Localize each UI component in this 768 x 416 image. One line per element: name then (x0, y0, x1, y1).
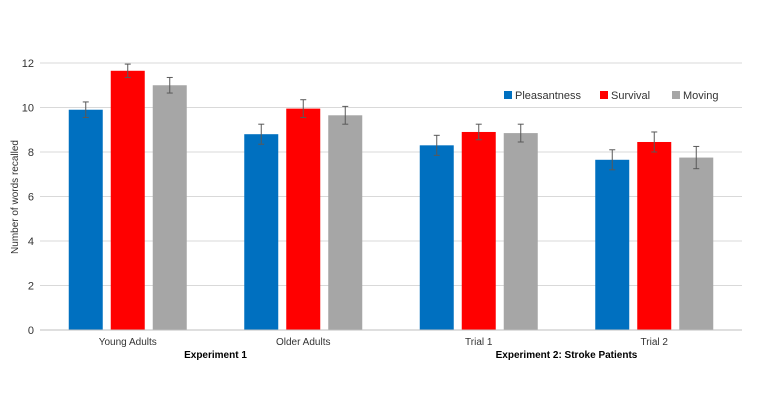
category-labels: Young Adults Older Adults Trial 1 Trial 2 (99, 337, 669, 348)
bar-moving (152, 85, 187, 330)
y-tick-label: 12 (22, 58, 34, 70)
legend-swatch-moving (672, 91, 680, 99)
bar-survival (110, 70, 145, 330)
bar-moving (328, 115, 363, 330)
category-label: Older Adults (276, 337, 330, 348)
category-label: Trial 1 (465, 337, 493, 348)
legend: Pleasantness Survival Moving (504, 90, 718, 102)
group-labels: Experiment 1 Experiment 2: Stroke Patient… (184, 350, 638, 361)
error-bars (82, 63, 700, 171)
bars (68, 70, 714, 330)
y-tick-labels: 0 2 4 6 8 10 12 (22, 58, 34, 337)
bar-moving (503, 133, 538, 330)
y-axis-title: Number of words recalled (10, 140, 21, 254)
bar-survival (286, 108, 321, 330)
y-tick-label: 0 (28, 325, 34, 337)
y-tick-label: 4 (28, 236, 34, 248)
legend-swatch-pleasantness (504, 91, 512, 99)
legend-label: Survival (611, 90, 650, 102)
y-tick-label: 6 (28, 192, 34, 204)
legend-label: Pleasantness (515, 90, 582, 102)
bar-moving (679, 157, 714, 330)
category-label: Young Adults (99, 337, 157, 348)
bar-survival (461, 131, 496, 330)
bar-pleasantness (68, 109, 103, 330)
bar-pleasantness (419, 145, 454, 330)
bar-survival (637, 141, 672, 330)
y-tick-label: 2 (28, 281, 34, 293)
group-label: Experiment 2: Stroke Patients (496, 350, 638, 361)
group-label: Experiment 1 (184, 350, 247, 361)
bar-pleasantness (595, 159, 630, 330)
y-tick-label: 8 (28, 147, 34, 159)
y-tick-label: 10 (22, 103, 34, 115)
bar-pleasantness (244, 134, 279, 330)
legend-label: Moving (683, 90, 718, 102)
category-label: Trial 2 (641, 337, 669, 348)
legend-swatch-survival (600, 91, 608, 99)
